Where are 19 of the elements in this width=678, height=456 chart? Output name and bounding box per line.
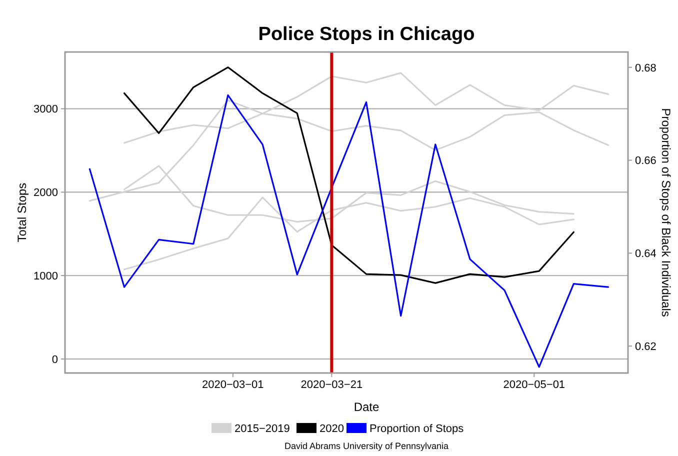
y-tick-label: 1000 — [34, 270, 58, 283]
y2-tick-label: 0.68 — [635, 62, 656, 74]
legend-label: Proportion of Stops — [370, 423, 464, 435]
legend-label: 2015−2019 — [234, 423, 290, 435]
y-tick-label: 3000 — [34, 104, 58, 116]
x-axis-title: Date — [354, 400, 380, 414]
y2-tick-label: 0.62 — [635, 341, 656, 354]
legend-label: 2020 — [320, 423, 344, 435]
y-axis-title: Total Stops — [15, 182, 29, 242]
x-tick-label: 2020−03−01 — [202, 379, 264, 391]
text: David Abrams University of Pennsylvania — [284, 441, 449, 451]
x-tick-label: 2020−03−21 — [300, 379, 363, 391]
y2-tick-label: 0.66 — [635, 155, 656, 168]
y-tick-label: 2000 — [34, 187, 58, 200]
chart-title: Police Stops in Chicago — [258, 24, 475, 45]
x-tick-label: 2020−05−01 — [503, 379, 566, 391]
y-tick-label: 0 — [52, 354, 58, 366]
y2-axis-title: Proportion of Stops of Black Individuals — [659, 108, 673, 317]
y2-tick-label: 0.64 — [635, 248, 656, 260]
